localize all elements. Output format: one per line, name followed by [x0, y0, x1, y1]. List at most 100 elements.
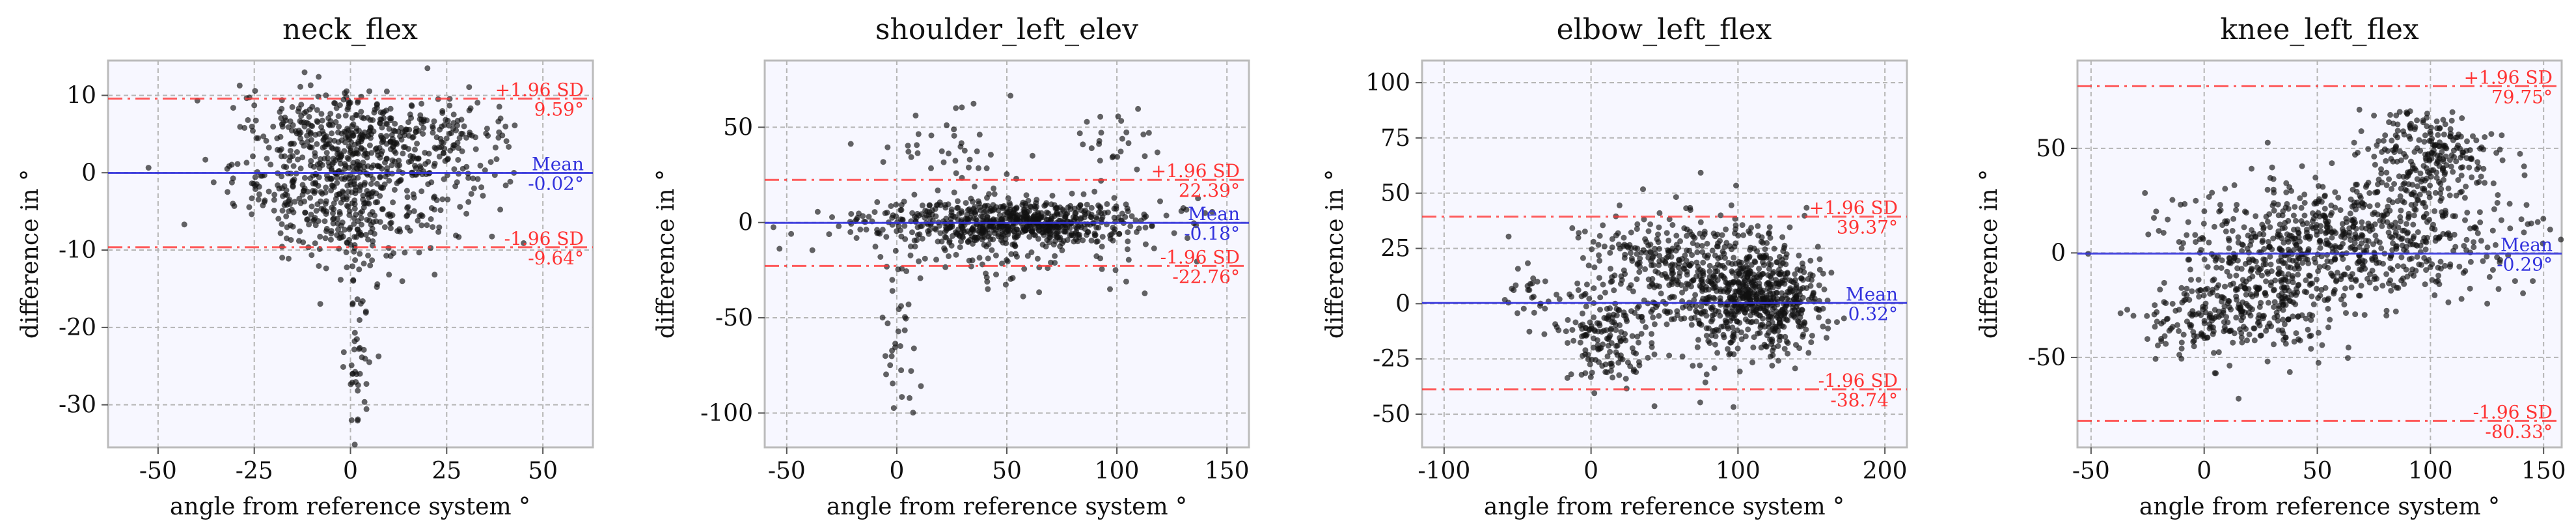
data-point: [459, 131, 466, 137]
data-point: [1766, 320, 1772, 327]
data-point: [1704, 240, 1710, 247]
data-point: [1649, 281, 1655, 288]
data-point: [1816, 307, 1822, 313]
data-point: [451, 166, 458, 173]
data-point: [366, 217, 373, 224]
data-point: [1629, 333, 1636, 339]
data-point: [2176, 352, 2182, 358]
data-point: [2452, 213, 2458, 219]
data-point: [2365, 146, 2372, 152]
data-point: [1565, 340, 1570, 346]
data-point: [2385, 148, 2391, 154]
data-point: [2244, 245, 2251, 252]
data-point: [951, 133, 957, 139]
data-point: [1629, 258, 1636, 264]
data-point: [2256, 266, 2263, 273]
mean-label: Mean: [1188, 203, 1240, 225]
data-point: [1695, 337, 1701, 343]
data-point: [2184, 318, 2190, 325]
data-point: [2225, 300, 2231, 307]
x-tick-label: 200: [1863, 458, 1908, 484]
data-point: [327, 111, 334, 117]
data-point: [340, 364, 346, 370]
data-point: [308, 252, 315, 259]
data-point: [366, 127, 373, 133]
data-point: [1628, 229, 1634, 236]
data-point: [363, 232, 369, 238]
data-point: [2393, 112, 2400, 119]
data-point: [271, 197, 277, 203]
data-point: [496, 129, 502, 135]
data-point: [912, 244, 918, 250]
data-point: [2366, 190, 2373, 196]
y-tick-label: -50: [715, 305, 753, 331]
data-point: [2388, 287, 2394, 294]
data-point: [396, 162, 403, 169]
data-point: [1693, 308, 1699, 315]
data-point: [2215, 253, 2221, 260]
data-point: [888, 353, 895, 359]
data-point: [1655, 231, 1661, 238]
data-point: [2397, 214, 2404, 220]
data-point: [2424, 175, 2430, 182]
data-point: [2178, 345, 2185, 352]
data-point: [2280, 208, 2286, 214]
data-point: [2314, 200, 2320, 206]
data-point: [392, 120, 398, 127]
data-point: [1695, 268, 1701, 275]
data-point: [307, 82, 314, 89]
data-point: [2160, 230, 2167, 236]
data-point: [506, 144, 512, 150]
data-point: [1688, 315, 1695, 322]
data-point: [1645, 242, 1652, 249]
data-point: [2157, 287, 2163, 293]
data-point: [250, 153, 256, 160]
data-point: [2314, 285, 2320, 292]
data-point: [2478, 173, 2484, 180]
data-point: [2409, 165, 2416, 171]
data-point: [1703, 313, 1710, 319]
data-point: [1627, 250, 1634, 257]
data-point: [383, 133, 390, 139]
data-point: [2242, 286, 2249, 292]
data-point: [1607, 249, 1613, 256]
data-point: [2389, 266, 2396, 273]
data-point: [1643, 249, 1649, 256]
data-point: [290, 153, 296, 160]
data-point: [418, 188, 425, 195]
data-point: [2417, 242, 2424, 249]
data-point: [357, 210, 364, 216]
data-point: [1781, 271, 1788, 277]
data-point: [2474, 159, 2481, 165]
data-point: [279, 221, 285, 227]
data-point: [2394, 263, 2401, 270]
data-point: [331, 100, 337, 106]
data-point: [2404, 174, 2410, 180]
data-point: [1645, 228, 1652, 234]
data-point: [1609, 244, 1615, 251]
data-point: [1000, 240, 1006, 246]
data-point: [2299, 312, 2305, 318]
data-point: [2408, 158, 2414, 165]
data-point: [2332, 204, 2338, 211]
data-point: [255, 197, 262, 203]
x-tick-label: 0: [343, 458, 358, 484]
data-point: [2218, 265, 2225, 271]
data-point: [1656, 245, 1662, 252]
reference-lines: [765, 178, 1249, 267]
data-point: [935, 201, 941, 208]
data-point: [999, 231, 1006, 238]
data-point: [322, 218, 328, 225]
data-point: [1035, 236, 1041, 242]
data-point: [1718, 324, 1725, 330]
data-point: [1785, 340, 1791, 346]
data-point: [1747, 312, 1754, 318]
data-point: [282, 191, 288, 198]
data-point: [399, 278, 405, 285]
data-point: [294, 149, 300, 155]
data-point: [210, 179, 217, 186]
data-point: [2215, 349, 2222, 356]
data-point: [2376, 176, 2382, 183]
data-point: [2216, 208, 2223, 215]
